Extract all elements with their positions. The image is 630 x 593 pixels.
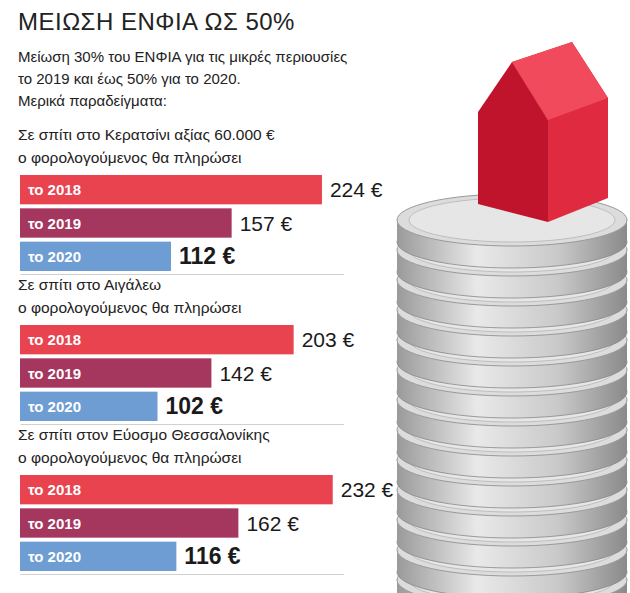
subtitle: το 2019 και έως 50% για το 2020. <box>18 70 241 87</box>
x-axis <box>21 274 345 275</box>
subtitle: Μείωση 30% του ΕΝΦΙΑ για τις μικρές περι… <box>18 48 347 65</box>
data-label: 102 € <box>165 393 223 419</box>
bars <box>20 475 333 571</box>
bar-panel: Σε σπίτι στο Κερατσίνι αξίας 60.000 € ο φ… <box>18 126 383 275</box>
bar <box>20 208 232 237</box>
panel-title: Σε σπίτι στο Αιγάλεω <box>18 276 161 293</box>
data-label: 157 € <box>240 212 293 235</box>
bar <box>20 325 294 354</box>
data-label: 232 € <box>341 478 394 501</box>
category-label: το 2020 <box>28 248 81 265</box>
data-label: 203 € <box>302 328 355 351</box>
category-label: το 2018 <box>28 331 81 348</box>
axis-line <box>21 574 345 575</box>
panel-title: Σε σπίτι στον Εύοσμο Θεσσαλονίκης <box>18 426 270 443</box>
category-label: το 2018 <box>28 181 81 198</box>
category-label: το 2019 <box>28 515 81 532</box>
subtitle: Μερικά παραδείγματα: <box>18 92 167 109</box>
bar <box>20 542 176 571</box>
category-label: το 2020 <box>28 398 81 415</box>
bar-panel: Σε σπίτι στο Αιγάλεω ο φορολογούμενος θα … <box>18 276 355 425</box>
data-label: 142 € <box>219 362 272 385</box>
bars <box>20 175 322 271</box>
data-label: 116 € <box>184 543 240 569</box>
bars <box>20 325 294 421</box>
axis-line <box>21 274 345 275</box>
panel-title: ο φορολογούμενος θα πληρώσει <box>18 149 242 166</box>
bar <box>20 175 322 204</box>
data-label: 162 € <box>246 512 299 535</box>
decoration <box>397 42 627 593</box>
panel-title: ο φορολογούμενος θα πληρώσει <box>18 449 242 466</box>
category-label: το 2019 <box>28 365 81 382</box>
x-axis <box>21 424 345 425</box>
bar <box>20 475 333 504</box>
bar <box>20 508 238 537</box>
category-label: το 2019 <box>28 215 81 232</box>
category-label: το 2018 <box>28 481 81 498</box>
panel-title: Σε σπίτι στο Κερατσίνι αξίας 60.000 € <box>18 126 275 143</box>
category-label: το 2020 <box>28 548 81 565</box>
axis-line <box>21 424 345 425</box>
bar <box>20 242 171 271</box>
bar <box>20 392 157 421</box>
house-front <box>478 62 548 222</box>
chart-canvas: ΜΕΙΩΣΗ ΕΝΦΙΑ ΩΣ 50% Μείωση 30% του ΕΝΦΙΑ … <box>0 0 630 593</box>
title: ΜΕΙΩΣΗ ΕΝΦΙΑ ΩΣ 50% <box>18 8 295 35</box>
bar <box>20 358 211 387</box>
bar-panel: Σε σπίτι στον Εύοσμο Θεσσαλονίκης ο φορολ… <box>18 426 394 575</box>
panel-title: ο φορολογούμενος θα πληρώσει <box>18 299 242 316</box>
x-axis <box>21 574 345 575</box>
data-label: 112 € <box>179 243 235 269</box>
data-label: 224 € <box>330 178 383 201</box>
